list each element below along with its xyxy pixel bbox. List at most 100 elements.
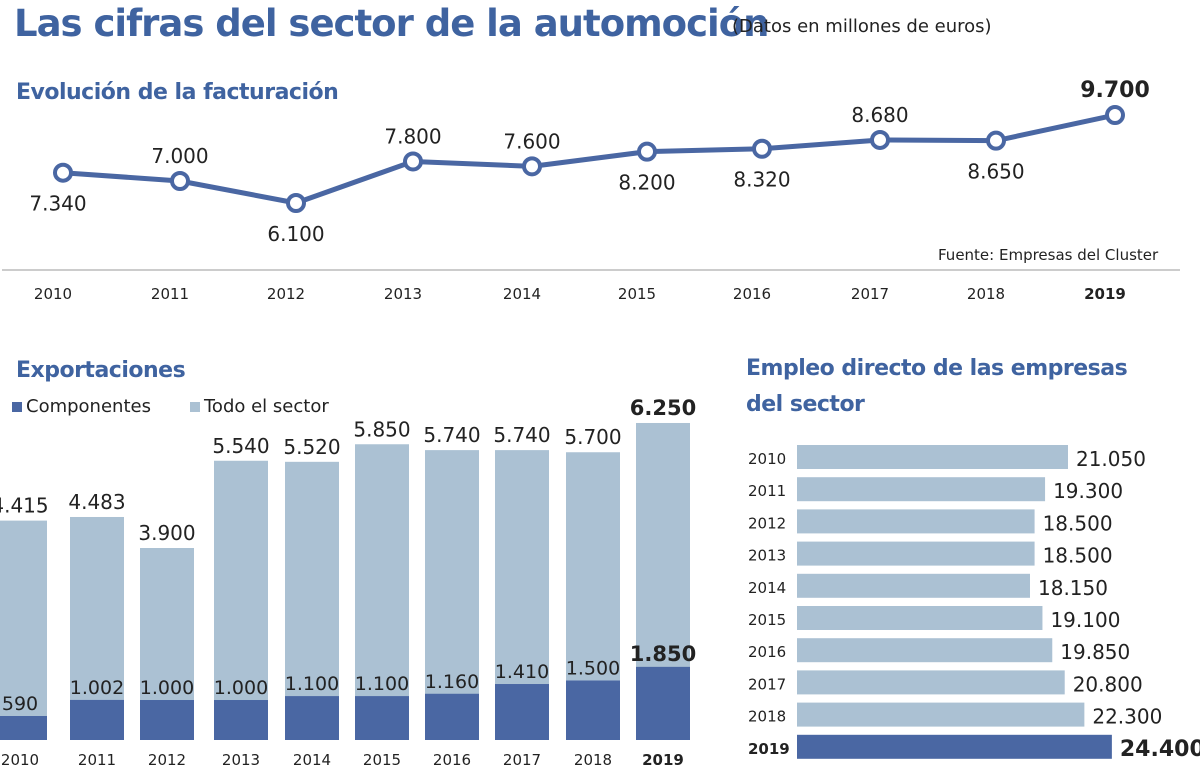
employment-bar — [797, 702, 1085, 727]
bar-label-total: 5.740 — [493, 423, 550, 447]
data-point — [637, 141, 657, 162]
x-tick-label: 2010 — [1, 751, 39, 769]
bar-label-total: 6.250 — [630, 396, 696, 420]
data-point — [752, 138, 772, 159]
x-tick-label: 2016 — [733, 285, 771, 303]
x-tick-label: 2019 — [642, 751, 684, 769]
bar-todo-el-sector — [0, 520, 47, 740]
data-label: 7.800 — [384, 124, 441, 148]
data-label: 7.340 — [29, 192, 86, 216]
bar-componentes — [495, 684, 549, 740]
data-point — [1105, 105, 1125, 126]
y-tick-label: 2010 — [748, 450, 786, 468]
y-tick-label: 2017 — [748, 675, 786, 693]
employment-bar — [797, 477, 1046, 502]
bar-value-label: 20.800 — [1073, 672, 1143, 696]
bar-componentes — [0, 716, 47, 740]
bar-label-componentes: 1.000 — [214, 677, 268, 699]
bar-todo-el-sector — [425, 450, 479, 740]
bar-label-total: 5.520 — [283, 435, 340, 459]
bar-value-label: 21.050 — [1076, 447, 1146, 471]
x-tick-label: 2013 — [222, 751, 260, 769]
data-label: 6.100 — [267, 222, 324, 246]
bar-label-total: 5.540 — [212, 434, 269, 458]
employment-bar — [797, 573, 1030, 598]
bar-value-label: 22.300 — [1092, 705, 1162, 729]
bar-componentes — [566, 680, 620, 740]
bar-label-total: 5.850 — [353, 417, 410, 441]
bar-label-componentes: 1.160 — [425, 671, 479, 693]
bar-label-componentes: 1.002 — [70, 677, 124, 699]
bar-componentes — [636, 666, 690, 740]
bar-value-label: 19.100 — [1050, 608, 1120, 632]
bar-componentes — [214, 700, 268, 740]
source-note: Fuente: Empresas del Cluster — [938, 246, 1159, 264]
bar-label-componentes: 590 — [2, 693, 38, 715]
employment-bar — [797, 638, 1053, 663]
x-tick-label: 2016 — [433, 751, 471, 769]
bar-todo-el-sector — [285, 461, 339, 740]
legend-todo: Todo el sector — [190, 396, 329, 417]
data-label: 8.680 — [851, 103, 908, 127]
y-tick-label: 2015 — [748, 611, 786, 629]
y-tick-label: 2019 — [748, 740, 790, 758]
x-tick-label: 2015 — [618, 285, 656, 303]
bar-label-componentes: 1.410 — [495, 661, 549, 683]
x-tick-label: 2011 — [151, 285, 189, 303]
data-label: 9.700 — [1080, 78, 1150, 103]
bar-value-label: 24.400 — [1120, 737, 1200, 762]
bar-componentes — [285, 696, 339, 740]
bar-value-label: 19.300 — [1053, 479, 1123, 503]
data-point — [286, 193, 306, 213]
bar-value-label: 18.500 — [1043, 544, 1113, 568]
subtitle: (Datos en millones de euros) — [732, 16, 992, 37]
bar-componentes — [70, 699, 124, 740]
bar-componentes — [355, 696, 409, 740]
employment-bar — [797, 606, 1043, 630]
bar-label-total: 4.415 — [0, 494, 49, 518]
bar-todo-el-sector — [355, 444, 409, 740]
x-tick-label: 2019 — [1084, 285, 1126, 303]
x-tick-label: 2014 — [503, 285, 541, 303]
x-tick-label: 2012 — [148, 751, 186, 769]
bar-label-total: 5.700 — [564, 425, 621, 449]
bar-label-total: 5.740 — [423, 423, 480, 447]
data-label: 7.000 — [151, 144, 208, 168]
bar-label-componentes: 1.100 — [355, 673, 409, 695]
data-point — [53, 162, 73, 183]
line-chart-title: Evolución de la facturación — [16, 80, 339, 105]
legend-swatch-dark — [12, 402, 22, 412]
data-point — [403, 151, 423, 172]
data-label: 8.200 — [618, 171, 675, 195]
employment-title-line1: Empleo directo de las empresas — [746, 356, 1128, 381]
bar-componentes — [140, 700, 194, 740]
data-point — [986, 130, 1006, 151]
facturacion-line — [62, 112, 1116, 206]
x-tick-label: 2012 — [267, 285, 305, 303]
employment-bar — [797, 670, 1065, 695]
employment-bar — [797, 541, 1035, 566]
bar-value-label: 18.500 — [1043, 511, 1113, 535]
bar-label-componentes: 1.100 — [285, 673, 339, 695]
y-tick-label: 2012 — [748, 514, 786, 532]
y-tick-label: 2013 — [748, 547, 786, 565]
page-title: Las cifras del sector de la automoción — [14, 2, 769, 45]
y-tick-label: 2011 — [748, 482, 786, 500]
bar-value-label: 19.850 — [1060, 640, 1130, 664]
x-tick-label: 2013 — [384, 285, 422, 303]
bar-label-componentes: 1.850 — [630, 642, 696, 666]
x-tick-label: 2010 — [34, 285, 72, 303]
y-tick-label: 2018 — [748, 708, 786, 726]
data-point — [170, 171, 190, 192]
y-tick-label: 2014 — [748, 579, 786, 597]
bar-label-total: 4.483 — [68, 490, 125, 514]
x-tick-label: 2017 — [851, 285, 889, 303]
y-tick-label: 2016 — [748, 643, 786, 661]
employment-bar — [797, 734, 1112, 759]
legend-label: Componentes — [26, 396, 151, 417]
exports-chart-title: Exportaciones — [16, 358, 186, 383]
x-tick-label: 2018 — [967, 285, 1005, 303]
employment-bar — [797, 445, 1068, 469]
legend-swatch-light — [190, 402, 200, 412]
